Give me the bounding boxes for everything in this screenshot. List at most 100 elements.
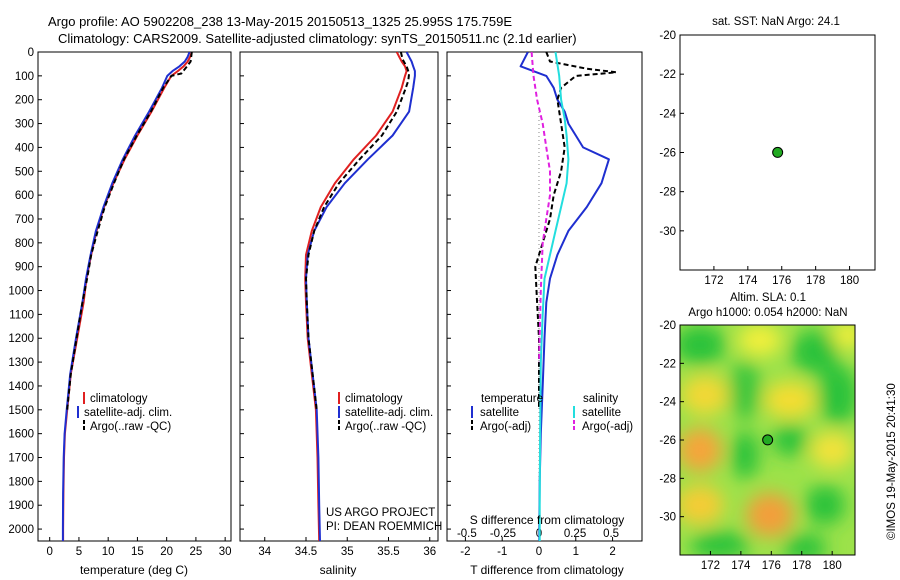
temperature-xtick-label: 10 [102,546,115,558]
depth-tick-label: 1400 [8,381,34,393]
sst-map-ytick-label: -22 [659,69,676,81]
temperature-lines [61,52,193,541]
salinity-series-climatology [304,52,408,541]
difference-xlabel-top: S difference from climatology [470,513,625,527]
difference-xlabel: T difference from climatology [470,563,624,577]
salinity-lines [304,52,416,541]
salinity-xtick-label: 34.5 [295,546,317,558]
sst-map-xtick-label: 174 [738,275,758,287]
sst-map-xtick-label: 172 [704,275,723,287]
depth-tick-label: 400 [15,142,34,154]
depth-tick-label: 500 [15,166,34,178]
temperature-axes: 0 5 10 15 20 25 300100200300400500600700800900… [8,47,231,558]
depth-tick-label: 300 [15,119,34,131]
map-points [762,146,784,446]
sla-map-ytick-label: -20 [659,320,676,332]
temperature-xtick-label: 30 [219,546,232,558]
temperature-legend: climatology satellite-adj. clim. Argo(..… [77,392,172,433]
difference-xtick-label: 1 [573,546,579,558]
temperature-xtick-label: 25 [190,546,203,558]
sla-map-xtick-label: 180 [823,560,842,572]
difference-xtick-label: 0 [536,546,542,558]
salinity-xtick-label: 35.5 [377,546,399,558]
temperature-xtick-label: 0 [46,546,52,558]
salinity-diff-tick-label: -0.5 [457,528,477,540]
figure-title-line2: Climatology: CARS2009. Satellite-adjuste… [58,31,577,46]
sla-map-xtick-label: 174 [731,560,751,572]
depth-tick-label: 600 [15,190,34,202]
salinity-legend-satellite: satellite-adj. clim. [345,407,433,419]
salinity-panel-frame [239,51,439,542]
difference-xtick-label: -1 [497,546,507,558]
depth-tick-label: 1600 [8,429,34,441]
salinity-xtick-label: 36 [423,546,436,558]
salinity-diff-tick-label: 0.25 [564,528,586,540]
depth-tick-label: 2000 [8,524,34,536]
difference-series-temperature-satellite [519,52,610,541]
difference-xtick-label: -2 [460,546,470,558]
difference-axes: -2 -1 0 1 2-0.5 -0.25 0 0.25 0.5 [447,51,619,558]
figure-title-line1: Argo profile: AO 5902208_238 13-May-2015… [48,14,512,29]
depth-tick-label: 100 [15,71,34,83]
sst-map-xtick-label: 178 [806,275,825,287]
temperature-series-argo-raw-qc [66,52,193,410]
depth-tick-label: 1900 [8,500,34,512]
depth-tick-label: 1800 [8,476,34,488]
sla-map-ytick-label: -24 [659,397,676,409]
temperature-legend-argo: Argo(..raw -QC) [90,421,171,433]
sst-map-xtick-label: 180 [840,275,859,287]
difference-legend-salinity-header: salinity [583,393,618,405]
difference-xtick-label: 2 [609,546,615,558]
temperature-panel-frame [37,51,232,542]
sla-map-ytick-label: -30 [659,512,676,524]
sla-map-axes: 172 174 176 178 180 -20 -22 -24 -26 -28 -30 [659,320,841,572]
depth-tick-label: 1300 [8,357,34,369]
depth-tick-label: 1000 [8,286,34,298]
salinity-xtick-label: 35 [341,546,354,558]
sst-map-axes: 172 174 176 178 180 -20 -22 -24 -26 -28 -30 [659,30,859,287]
temperature-legend-satellite: satellite-adj. clim. [84,407,172,419]
sst-map-title: sat. SST: NaN Argo: 24.1 [712,16,840,28]
sla-map-argo-location-point [762,434,774,446]
temperature-xtick-label: 20 [160,546,173,558]
difference-legend-temperature-header: temperature [481,393,543,405]
depth-tick-label: 0 [28,47,34,59]
depth-tick-label: 1500 [8,405,34,417]
sla-map-ytick-label: -28 [659,473,676,485]
sla-map-subtitle: Argo h1000: 0.054 h2000: NaN [688,307,847,319]
difference-legend: temperature salinity satellite Argo(-adj… [471,393,633,433]
salinity-axes: 34 34.5 35 35.5 36 [240,51,436,558]
salinity-series-argo-raw-qc [305,52,411,410]
temperature-series-satellite-adj-clim [61,52,191,541]
salinity-series-satellite-adj-clim [305,52,416,541]
copyright-stamp: ©IMOS 19-May-2015 20:41:30 [886,383,898,540]
sst-map-ytick-label: -30 [659,226,676,238]
salinity-diff-tick-label: 0.5 [603,528,619,540]
sla-map-title: Altim. SLA: 0.1 [730,292,806,304]
salinity-annotation-line2: PI: DEAN ROEMMICH [326,521,442,533]
difference-legend-t-satellite: satellite [480,407,519,419]
salinity-legend: climatology satellite-adj. clim. Argo(..… [338,392,433,433]
difference-panel-frame [446,51,643,542]
depth-tick-label: 200 [15,95,34,107]
difference-legend-s-argo: Argo(-adj) [582,421,633,433]
sla-map-ytick-label: -22 [659,358,676,370]
temperature-xtick-label: 5 [76,546,82,558]
depth-tick-label: 1100 [9,309,34,321]
difference-series-temperature-argo-adj [534,52,618,410]
depth-tick-label: 1200 [8,333,34,345]
sla-heatmap [680,325,855,555]
sla-map-xtick-label: 176 [762,560,781,572]
depth-tick-label: 1700 [8,453,34,465]
sst-map-ytick-label: -20 [659,30,676,42]
sst-map-ytick-label: -26 [659,148,676,160]
sla-map-ytick-label: -26 [659,435,676,447]
difference-legend-s-satellite: satellite [582,407,621,419]
salinity-xtick-label: 34 [258,546,271,558]
difference-series-salinity-argo-adj [530,52,551,363]
temperature-legend-climatology: climatology [90,393,148,405]
salinity-xlabel: salinity [320,563,357,577]
difference-lines [519,52,618,541]
depth-tick-label: 700 [15,214,34,226]
